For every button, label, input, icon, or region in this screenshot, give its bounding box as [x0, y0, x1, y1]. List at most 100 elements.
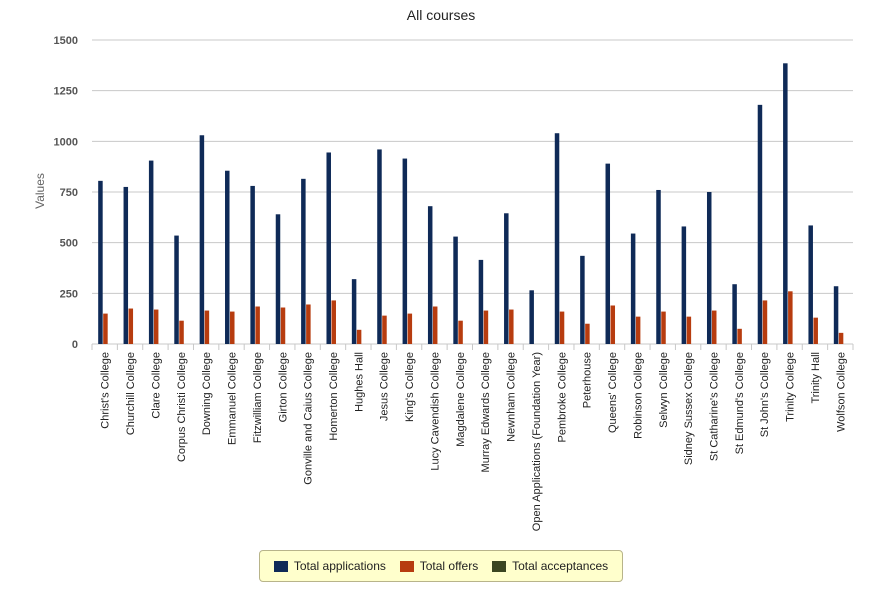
x-tick-label: Trinity College: [785, 352, 797, 422]
bar: [103, 313, 108, 344]
x-tick-label: Murray Edwards College: [480, 352, 492, 472]
bar: [301, 178, 306, 344]
bar: [554, 133, 560, 344]
x-tick-label: Homerton College: [328, 352, 340, 441]
bar: [356, 329, 362, 344]
bar: [686, 316, 692, 344]
bar: [661, 311, 666, 344]
bar: [128, 308, 134, 344]
bar: [174, 235, 179, 344]
legend-item-acceptances[interactable]: Total acceptances: [492, 559, 608, 573]
bar: [199, 135, 205, 344]
bar: [559, 311, 565, 344]
bar: [630, 233, 636, 344]
y-tick-label: 1000: [54, 136, 78, 148]
bar: [706, 192, 712, 344]
x-tick-label: Open Applications (Foundation Year): [531, 352, 543, 531]
legend: Total applications Total offers Total ac…: [259, 550, 623, 582]
x-tick-label: Magdalene College: [455, 352, 467, 447]
bar: [326, 152, 331, 344]
y-axis-ticks: 0 250 500 750 1000 1250 1500: [54, 35, 78, 351]
bar: [732, 284, 737, 344]
x-tick-label: St Catharine's College: [708, 352, 720, 461]
x-tick-label: St John's College: [759, 352, 771, 437]
x-tick-label: Churchill College: [125, 352, 137, 435]
bar: [123, 186, 129, 344]
bar: [402, 158, 408, 344]
x-tick-label: Wolfson College: [835, 352, 847, 432]
x-tick-label: Downing College: [201, 352, 213, 435]
bar: [580, 255, 585, 344]
legend-item-offers[interactable]: Total offers: [399, 559, 479, 573]
x-tick-label: Lucy Cavendish College: [429, 352, 441, 471]
x-axis-ticks: Christ's College Churchill College Clare C…: [100, 352, 848, 531]
bar: [681, 226, 687, 344]
legend-swatch-offers: [399, 560, 414, 572]
bar: [813, 317, 818, 344]
bar: [529, 290, 534, 344]
bar: [432, 306, 438, 344]
bar: [98, 180, 103, 344]
bar: [204, 310, 210, 344]
bar: [509, 309, 514, 344]
bar: [407, 313, 413, 344]
bar: [280, 307, 286, 344]
bar: [250, 185, 255, 344]
bar: [225, 170, 230, 344]
bar: [458, 320, 463, 344]
bar: [230, 311, 235, 344]
x-tick-label: Sidney Sussex College: [683, 352, 695, 465]
legend-label-applications: Total applications: [293, 559, 386, 573]
x-tick-label: Robinson College: [632, 352, 644, 439]
y-tick-label: 750: [60, 187, 78, 199]
x-tick-label: King's College: [404, 352, 416, 422]
bar: [382, 315, 387, 344]
x-tick-label: Trinity Hall: [810, 352, 822, 404]
y-tick-label: 500: [60, 238, 78, 250]
bar: [331, 300, 336, 344]
bar: [757, 104, 763, 344]
x-tick-label: Peterhouse: [582, 352, 594, 408]
bar: [148, 160, 154, 344]
legend-swatch-applications: [273, 560, 288, 572]
bar: [783, 63, 788, 344]
y-tick-label: 1250: [54, 86, 78, 98]
x-tick-label: Clare College: [150, 352, 162, 419]
x-tick-label: Christ's College: [100, 352, 112, 429]
bar: [453, 236, 458, 344]
bar: [179, 320, 184, 344]
bar: [377, 149, 382, 344]
chart-title: All courses: [407, 7, 475, 23]
legend-swatch-acceptances: [492, 560, 507, 572]
y-axis-label: Values: [33, 173, 47, 209]
bar: [504, 213, 509, 344]
y-tick-label: 1500: [54, 35, 78, 47]
bar: [711, 310, 717, 344]
bar: [737, 328, 742, 344]
y-tick-label: 250: [60, 288, 78, 300]
bar: [838, 332, 844, 344]
y-tick-label: 0: [72, 339, 78, 351]
legend-item-applications[interactable]: Total applications: [273, 559, 386, 573]
x-tick-label: Pembroke College: [556, 352, 568, 443]
bar: [483, 310, 489, 344]
x-tick-label: St Edmund's College: [734, 352, 746, 454]
bar: [585, 323, 590, 344]
bar: [153, 309, 159, 344]
bar: [635, 316, 641, 344]
x-tick-label: Fitzwilliam College: [252, 352, 264, 443]
gridlines: [91, 39, 854, 350]
x-tick-label: Jesus College: [379, 352, 391, 421]
x-tick-label: Girton College: [277, 352, 289, 422]
bar: [808, 225, 813, 344]
bar: [656, 189, 661, 344]
bar: [788, 291, 793, 344]
x-tick-label: Hughes Hall: [353, 352, 365, 412]
legend-label-offers: Total offers: [419, 559, 479, 573]
bar: [833, 286, 839, 344]
x-tick-label: Gonville and Caius College: [303, 352, 315, 485]
bar: [605, 163, 611, 344]
bar: [427, 206, 433, 344]
bar: [610, 305, 616, 344]
